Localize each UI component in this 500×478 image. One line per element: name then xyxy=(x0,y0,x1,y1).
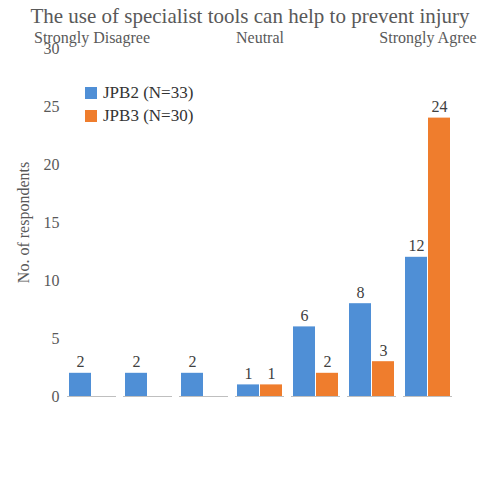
svg-text:2: 2 xyxy=(77,353,85,370)
svg-text:0: 0 xyxy=(52,388,60,405)
svg-text:Neutral: Neutral xyxy=(236,29,285,46)
svg-text:2: 2 xyxy=(133,353,141,370)
svg-text:24: 24 xyxy=(432,98,448,115)
svg-text:12: 12 xyxy=(409,237,425,254)
svg-text:2: 2 xyxy=(324,353,332,370)
svg-text:3: 3 xyxy=(380,342,388,359)
svg-text:15: 15 xyxy=(44,214,60,231)
svg-text:1: 1 xyxy=(268,365,276,382)
svg-text:30: 30 xyxy=(43,39,60,57)
html-text:The use of specialist tools ca: The use of specialist tools can help to … xyxy=(30,4,470,28)
svg-text:5: 5 xyxy=(52,330,60,347)
svg-text:Strongly Agree: Strongly Agree xyxy=(379,29,476,47)
svg-text:10: 10 xyxy=(44,272,60,289)
svg-text:20: 20 xyxy=(44,156,60,173)
svg-text:1: 1 xyxy=(245,365,253,382)
svg-text:Strongly Disagree: Strongly Disagree xyxy=(34,29,150,47)
html-text:JPB3 (N=30): JPB3 (N=30) xyxy=(103,106,194,125)
svg-text:2: 2 xyxy=(189,353,197,370)
svg-text:25: 25 xyxy=(44,98,60,115)
svg-text:6: 6 xyxy=(301,307,309,324)
svg-text:No. of respondents: No. of respondents xyxy=(15,162,33,283)
html-text:JPB2 (N=33): JPB2 (N=33) xyxy=(103,83,194,102)
svg-text:8: 8 xyxy=(357,284,365,301)
